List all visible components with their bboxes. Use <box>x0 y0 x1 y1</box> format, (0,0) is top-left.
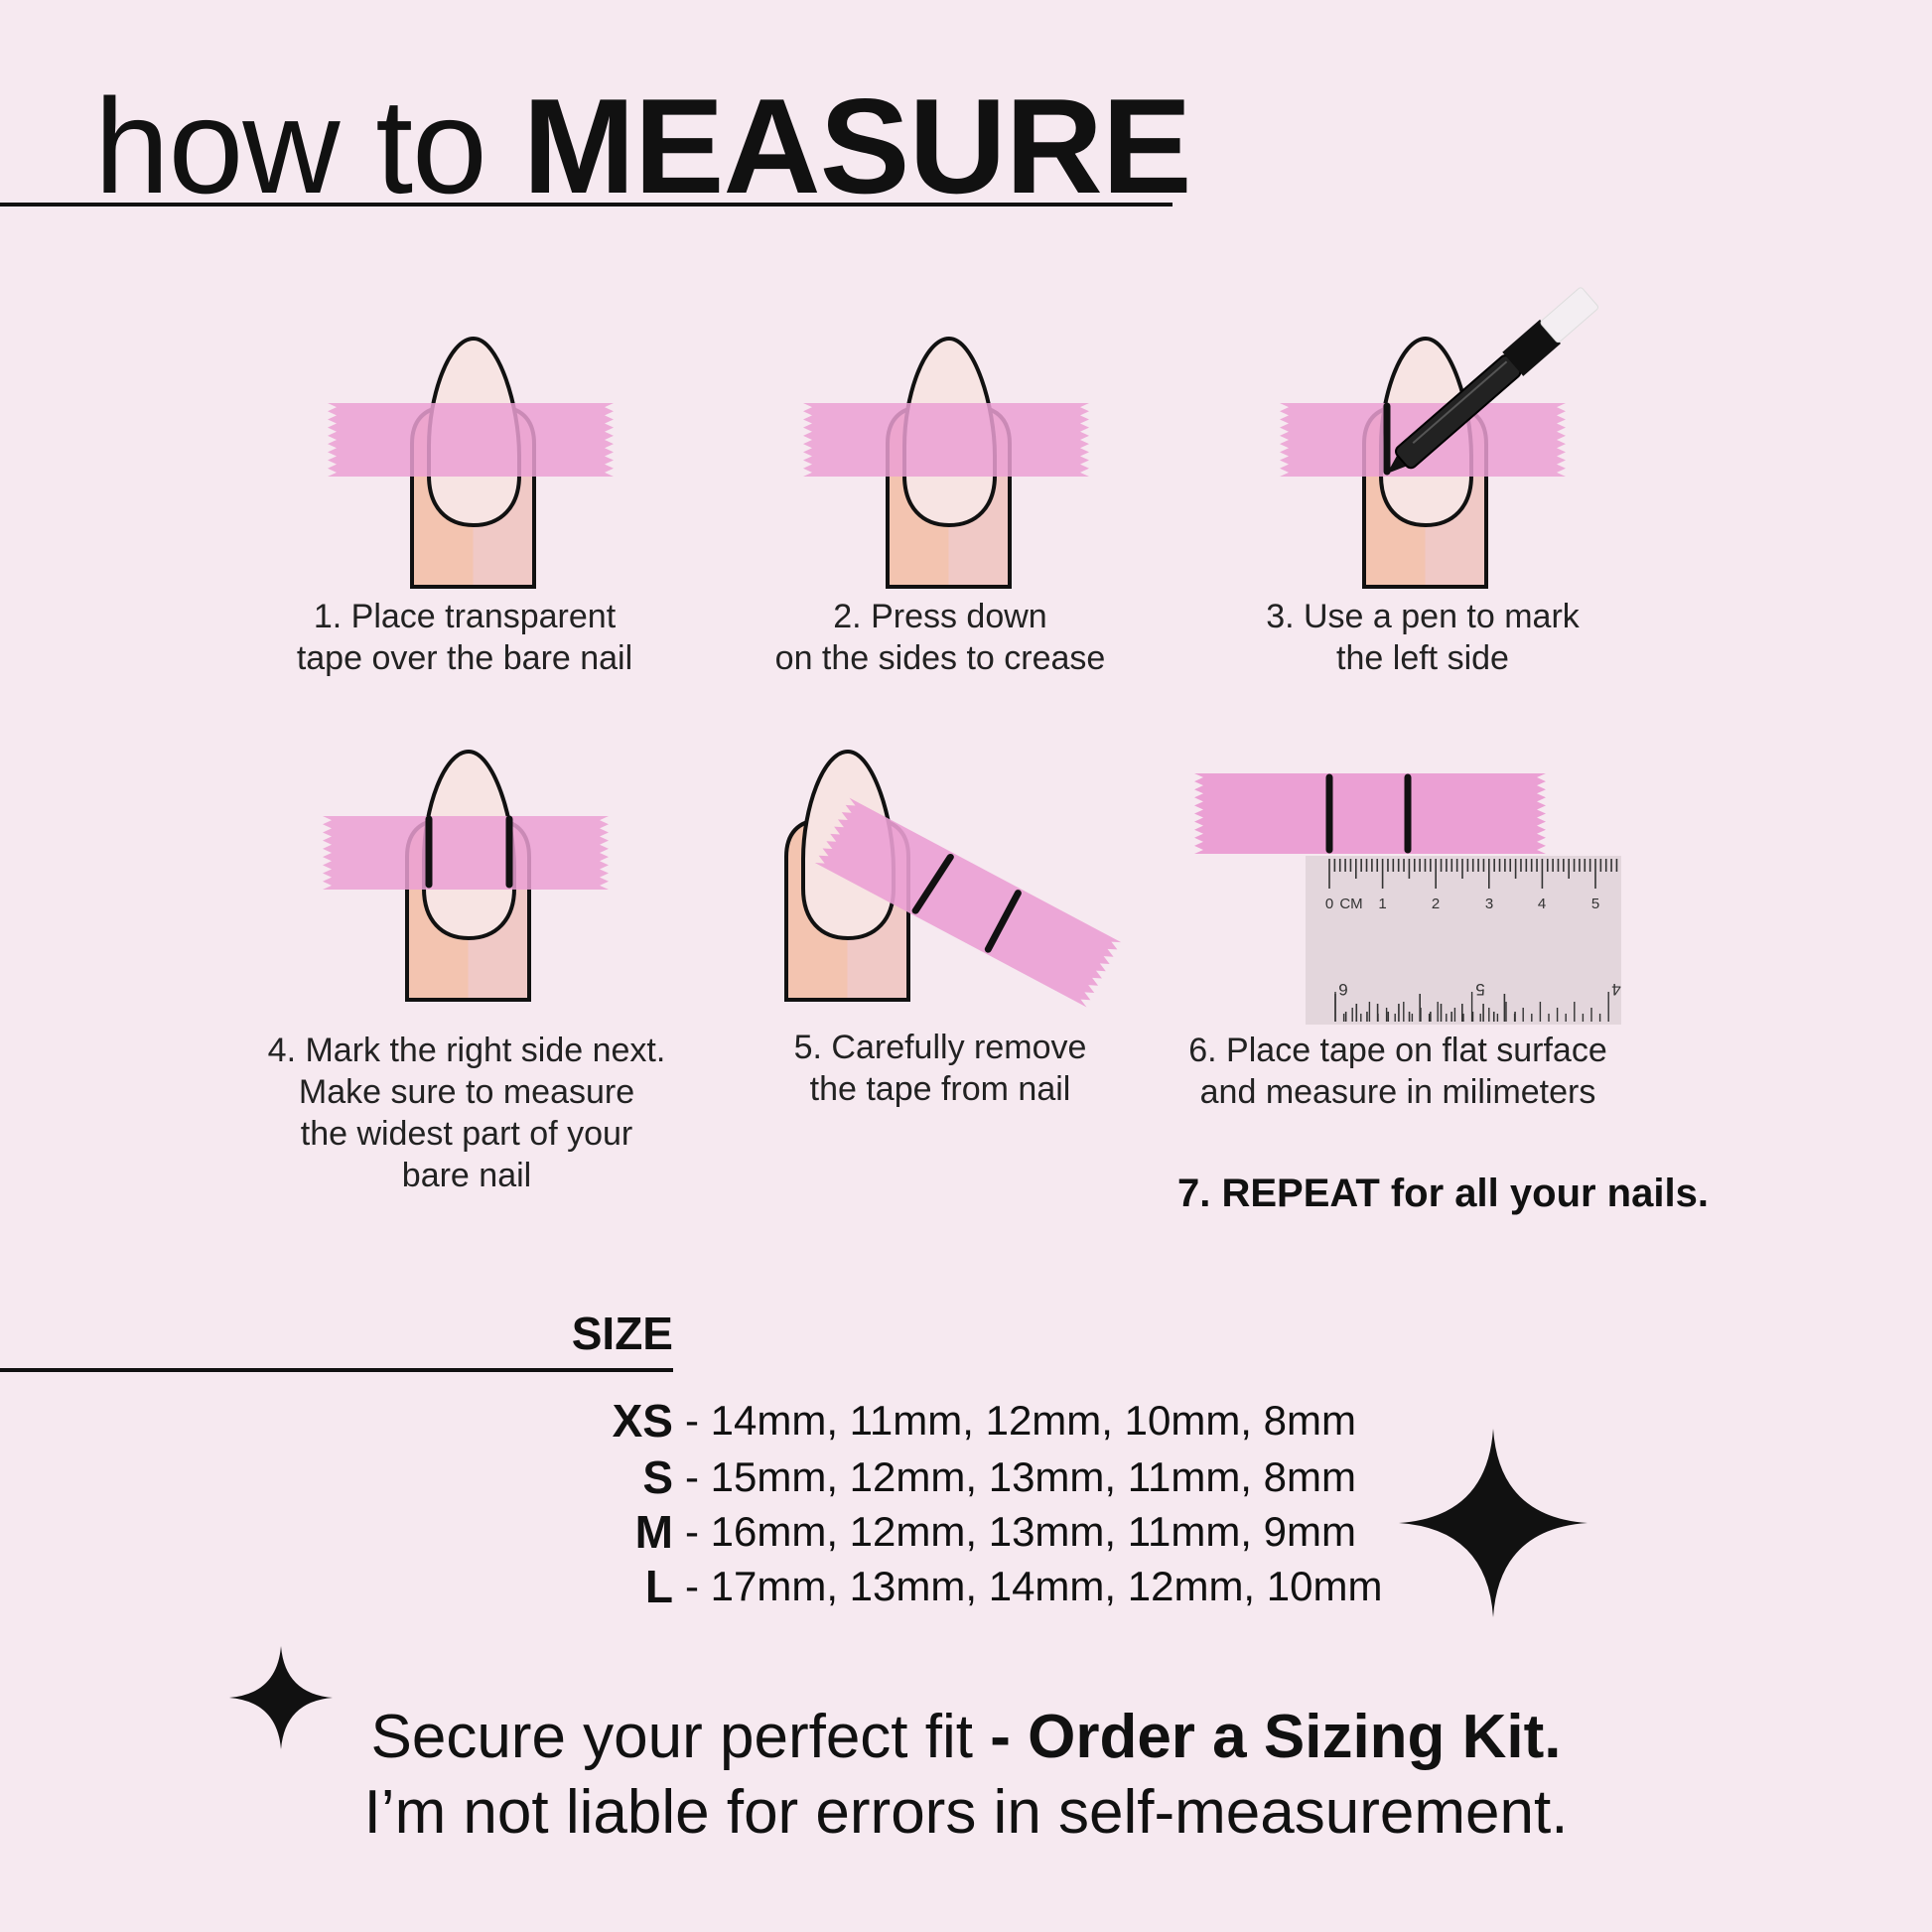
ruler-label: 0 <box>1325 896 1333 912</box>
ruler-label: 2 <box>1432 896 1440 912</box>
step-2-caption: 2. Press down on the sides to crease <box>774 598 1106 677</box>
ruler-label: 5 <box>1591 896 1599 912</box>
step-4-caption: 4. Mark the right side next. Make sure to… <box>267 1032 666 1194</box>
step-1-caption: 1. Place transparent tape over the bare n… <box>296 598 633 677</box>
order-sizing-kit-text: - Order a Sizing Kit. <box>990 1703 1562 1771</box>
repeat-instruction: 7. REPEAT for all your nails. <box>1177 1172 1709 1215</box>
title-underline <box>0 203 1173 207</box>
sparkle-small-icon <box>229 1646 333 1749</box>
step-6-caption: 6. Place tape on flat surface and measure… <box>1188 1032 1607 1111</box>
ruler-label: 6 <box>1338 980 1347 999</box>
size-row-m: M- 16mm, 12mm, 13mm, 11mm, 9mm <box>634 1506 1356 1558</box>
pen-mark <box>911 853 954 914</box>
pen-mark <box>984 890 1022 953</box>
size-title: SIZE <box>571 1308 673 1359</box>
size-row-l: L- 17mm, 13mm, 14mm, 12mm, 10mm <box>644 1561 1383 1612</box>
page-title: how to MEASURE <box>94 70 1192 221</box>
footer-disclaimer: I’m not liable for errors in self-measur… <box>363 1778 1569 1847</box>
step-3-caption: 3. Use a pen to mark the left side <box>1266 598 1580 677</box>
tape <box>1194 773 1546 854</box>
footer-line-1: Secure your perfect fit - Order a Sizing… <box>370 1703 1562 1771</box>
ruler-label: 1 <box>1378 896 1386 912</box>
tape <box>803 403 1089 477</box>
step-5-caption: 5. Carefully remove the tape from nail <box>793 1029 1087 1108</box>
sparkle-large-icon <box>1399 1429 1587 1617</box>
size-row-xs: XS - 14mm, 11mm, 12mm, 10mm, 8mm <box>612 1395 1356 1447</box>
step-4-illustration <box>323 749 609 1002</box>
size-row-s: S- 15mm, 12mm, 13mm, 11mm, 8mm <box>642 1451 1356 1503</box>
ruler-label: CM <box>1339 896 1362 912</box>
step-1-illustration <box>328 336 614 589</box>
ruler-label: 4 <box>1538 896 1546 912</box>
tape <box>328 403 614 477</box>
size-underline <box>0 1368 673 1372</box>
ruler <box>1306 856 1621 1025</box>
pen-icon <box>1387 287 1598 474</box>
step-2-illustration <box>803 336 1089 589</box>
step-5-illustration <box>784 749 1122 1008</box>
step-6-illustration: 0 CM 1 2 3 4 5 6 5 4 <box>1194 773 1621 1025</box>
ruler-label: 5 <box>1475 980 1484 999</box>
tape <box>814 797 1122 1008</box>
step-3-illustration <box>1280 287 1598 589</box>
ruler-label: 4 <box>1611 980 1620 999</box>
ruler-label: 3 <box>1485 896 1493 912</box>
tape <box>323 816 609 890</box>
